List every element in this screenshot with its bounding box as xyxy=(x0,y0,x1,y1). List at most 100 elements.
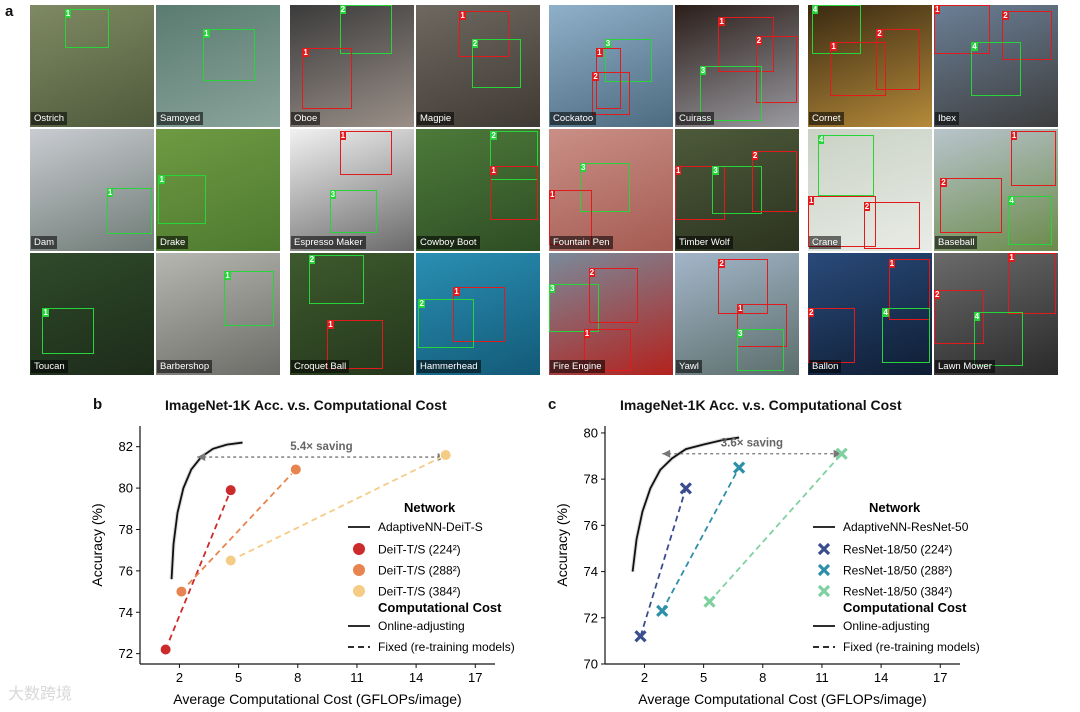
thumbnail-label: Fountain Pen xyxy=(550,236,613,249)
attention-box-red: 1 xyxy=(934,5,990,54)
box-index-label: 3 xyxy=(549,283,556,293)
box-index-label: 1 xyxy=(934,5,941,14)
thumbnail-image: 2 1 3 Yawl xyxy=(675,253,799,375)
thumbnail-label: Samoyed xyxy=(157,112,204,125)
attention-box-green: 2 xyxy=(490,131,538,181)
chart-b-title: ImageNet-1K Acc. v.s. Computational Cost xyxy=(165,397,447,413)
box-index-label: 1 xyxy=(106,187,114,197)
box-index-label: 1 xyxy=(64,8,72,18)
attention-box-red: 2 xyxy=(934,289,984,345)
thumbnail-image: 1 Barbershop xyxy=(156,253,280,375)
box-index-label: 2 xyxy=(808,307,815,317)
x-axis-label: Average Computational Cost (GFLOPs/image… xyxy=(638,691,926,707)
thumbnail-image: 4 1 2 Crane xyxy=(808,129,932,251)
box-index-label: 1 xyxy=(459,11,466,21)
attention-box-green: 3 xyxy=(712,165,762,215)
image-group: 2 1 Oboe 1 2 Magpie 1 3 Espresso Maker 2 1 Cowboy B… xyxy=(290,5,540,375)
attention-box-green: 4 xyxy=(811,5,862,54)
attention-box-red: 2 xyxy=(940,177,1003,233)
thumbnail-image: 1 3 2 Timber Wolf xyxy=(675,129,799,251)
box-index-label: 3 xyxy=(604,39,612,49)
thumbnail-label: Yawl xyxy=(676,360,702,373)
data-point xyxy=(439,448,452,461)
box-index-label: 2 xyxy=(718,259,725,269)
series-line xyxy=(708,453,843,603)
data-point xyxy=(175,585,188,598)
thumbnail-label: Cowboy Boot xyxy=(417,236,480,249)
y-axis-label: Accuracy (%) xyxy=(554,503,570,586)
saving-arrow-head-right xyxy=(833,449,842,458)
x-tick-label: 5 xyxy=(235,670,242,685)
legend-series-label: ResNet-18/50 (384²) xyxy=(843,585,952,599)
attention-box-red: 1 xyxy=(302,47,352,109)
box-index-label: 2 xyxy=(308,255,316,265)
x-tick-label: 14 xyxy=(409,670,423,685)
attention-box-green: 4 xyxy=(973,311,1024,367)
x-tick-label: 2 xyxy=(641,670,648,685)
thumbnail-label: Barbershop xyxy=(157,360,213,373)
x-tick-label: 2 xyxy=(176,670,183,685)
data-point xyxy=(289,463,302,476)
box-index-label: 1 xyxy=(1010,131,1018,141)
data-point xyxy=(679,482,692,495)
box-index-label: 1 xyxy=(224,271,231,281)
x-tick-label: 17 xyxy=(468,670,482,685)
attention-box-red: 2 xyxy=(588,267,639,323)
thumbnail-label: Oboe xyxy=(291,112,321,125)
box-index-label: 1 xyxy=(549,190,556,199)
attention-box-red: 1 xyxy=(675,165,725,221)
thumbnail-label: Fire Engine xyxy=(550,360,605,373)
legend-marker xyxy=(817,584,831,598)
box-index-label: 2 xyxy=(934,289,941,299)
thumbnail-image: 1 Samoyed xyxy=(156,5,280,127)
box-index-label: 1 xyxy=(1008,253,1015,262)
attention-box-red: 1 xyxy=(1010,131,1056,187)
data-point xyxy=(634,630,647,643)
box-index-label: 1 xyxy=(203,29,210,39)
online-curve-band xyxy=(630,435,740,572)
thumbnail-image: 2 1 Croquet Ball xyxy=(290,253,414,375)
box-index-label: 2 xyxy=(751,150,759,160)
y-tick-label: 78 xyxy=(119,522,133,537)
attention-box-green: 4 xyxy=(1008,196,1052,245)
thumbnail-image: 1 Dam xyxy=(30,129,154,251)
thumbnail-label: Cornet xyxy=(809,112,844,125)
box-index-label: 1 xyxy=(490,165,497,175)
data-point xyxy=(835,447,848,460)
attention-box-green: 1 xyxy=(224,271,274,327)
thumbnail-label: Hammerhead xyxy=(417,360,481,373)
thumbnail-image: 2 1 Oboe xyxy=(290,5,414,127)
legend-marker xyxy=(353,564,365,576)
thumbnail-label: Ibex xyxy=(935,112,959,125)
legend-fixed-label: Fixed (re-training models) xyxy=(378,640,515,654)
thumbnail-image: 2 1 Cowboy Boot xyxy=(416,129,540,251)
attention-box-red: 1 xyxy=(830,41,887,97)
box-index-label: 2 xyxy=(592,72,599,82)
data-point xyxy=(656,604,669,617)
legend-online-label: Online-adjusting xyxy=(378,619,465,633)
y-tick-label: 80 xyxy=(584,425,598,440)
attention-box-red: 1 xyxy=(718,17,775,73)
watermark-text: 大数跨境 xyxy=(8,686,73,703)
x-tick-label: 8 xyxy=(294,670,301,685)
series-line xyxy=(164,489,232,650)
y-tick-label: 72 xyxy=(584,610,598,625)
box-index-label: 4 xyxy=(973,311,981,321)
saving-annotation: 3.6× saving xyxy=(721,438,783,450)
x-tick-label: 5 xyxy=(700,670,707,685)
x-tick-label: 14 xyxy=(874,670,888,685)
box-index-label: 1 xyxy=(453,287,460,297)
attention-box-green: 1 xyxy=(106,187,152,234)
box-index-label: 4 xyxy=(971,41,978,51)
attention-box-red: 2 xyxy=(876,29,920,91)
saving-arrow-head-left xyxy=(662,449,671,458)
attention-box-red: 1 xyxy=(1008,253,1056,314)
legend-marker xyxy=(817,563,831,577)
legend-online-label: Online-adjusting xyxy=(843,619,930,633)
thumbnail-image: 3 2 1 Fire Engine xyxy=(549,253,673,375)
attention-box-red: 2 xyxy=(863,202,920,249)
attention-box-red: 1 xyxy=(339,131,392,176)
legend-series-label: DeiT-T/S (288²) xyxy=(378,564,461,578)
box-index-label: 1 xyxy=(737,304,744,314)
attention-box-red: 2 xyxy=(755,35,797,103)
